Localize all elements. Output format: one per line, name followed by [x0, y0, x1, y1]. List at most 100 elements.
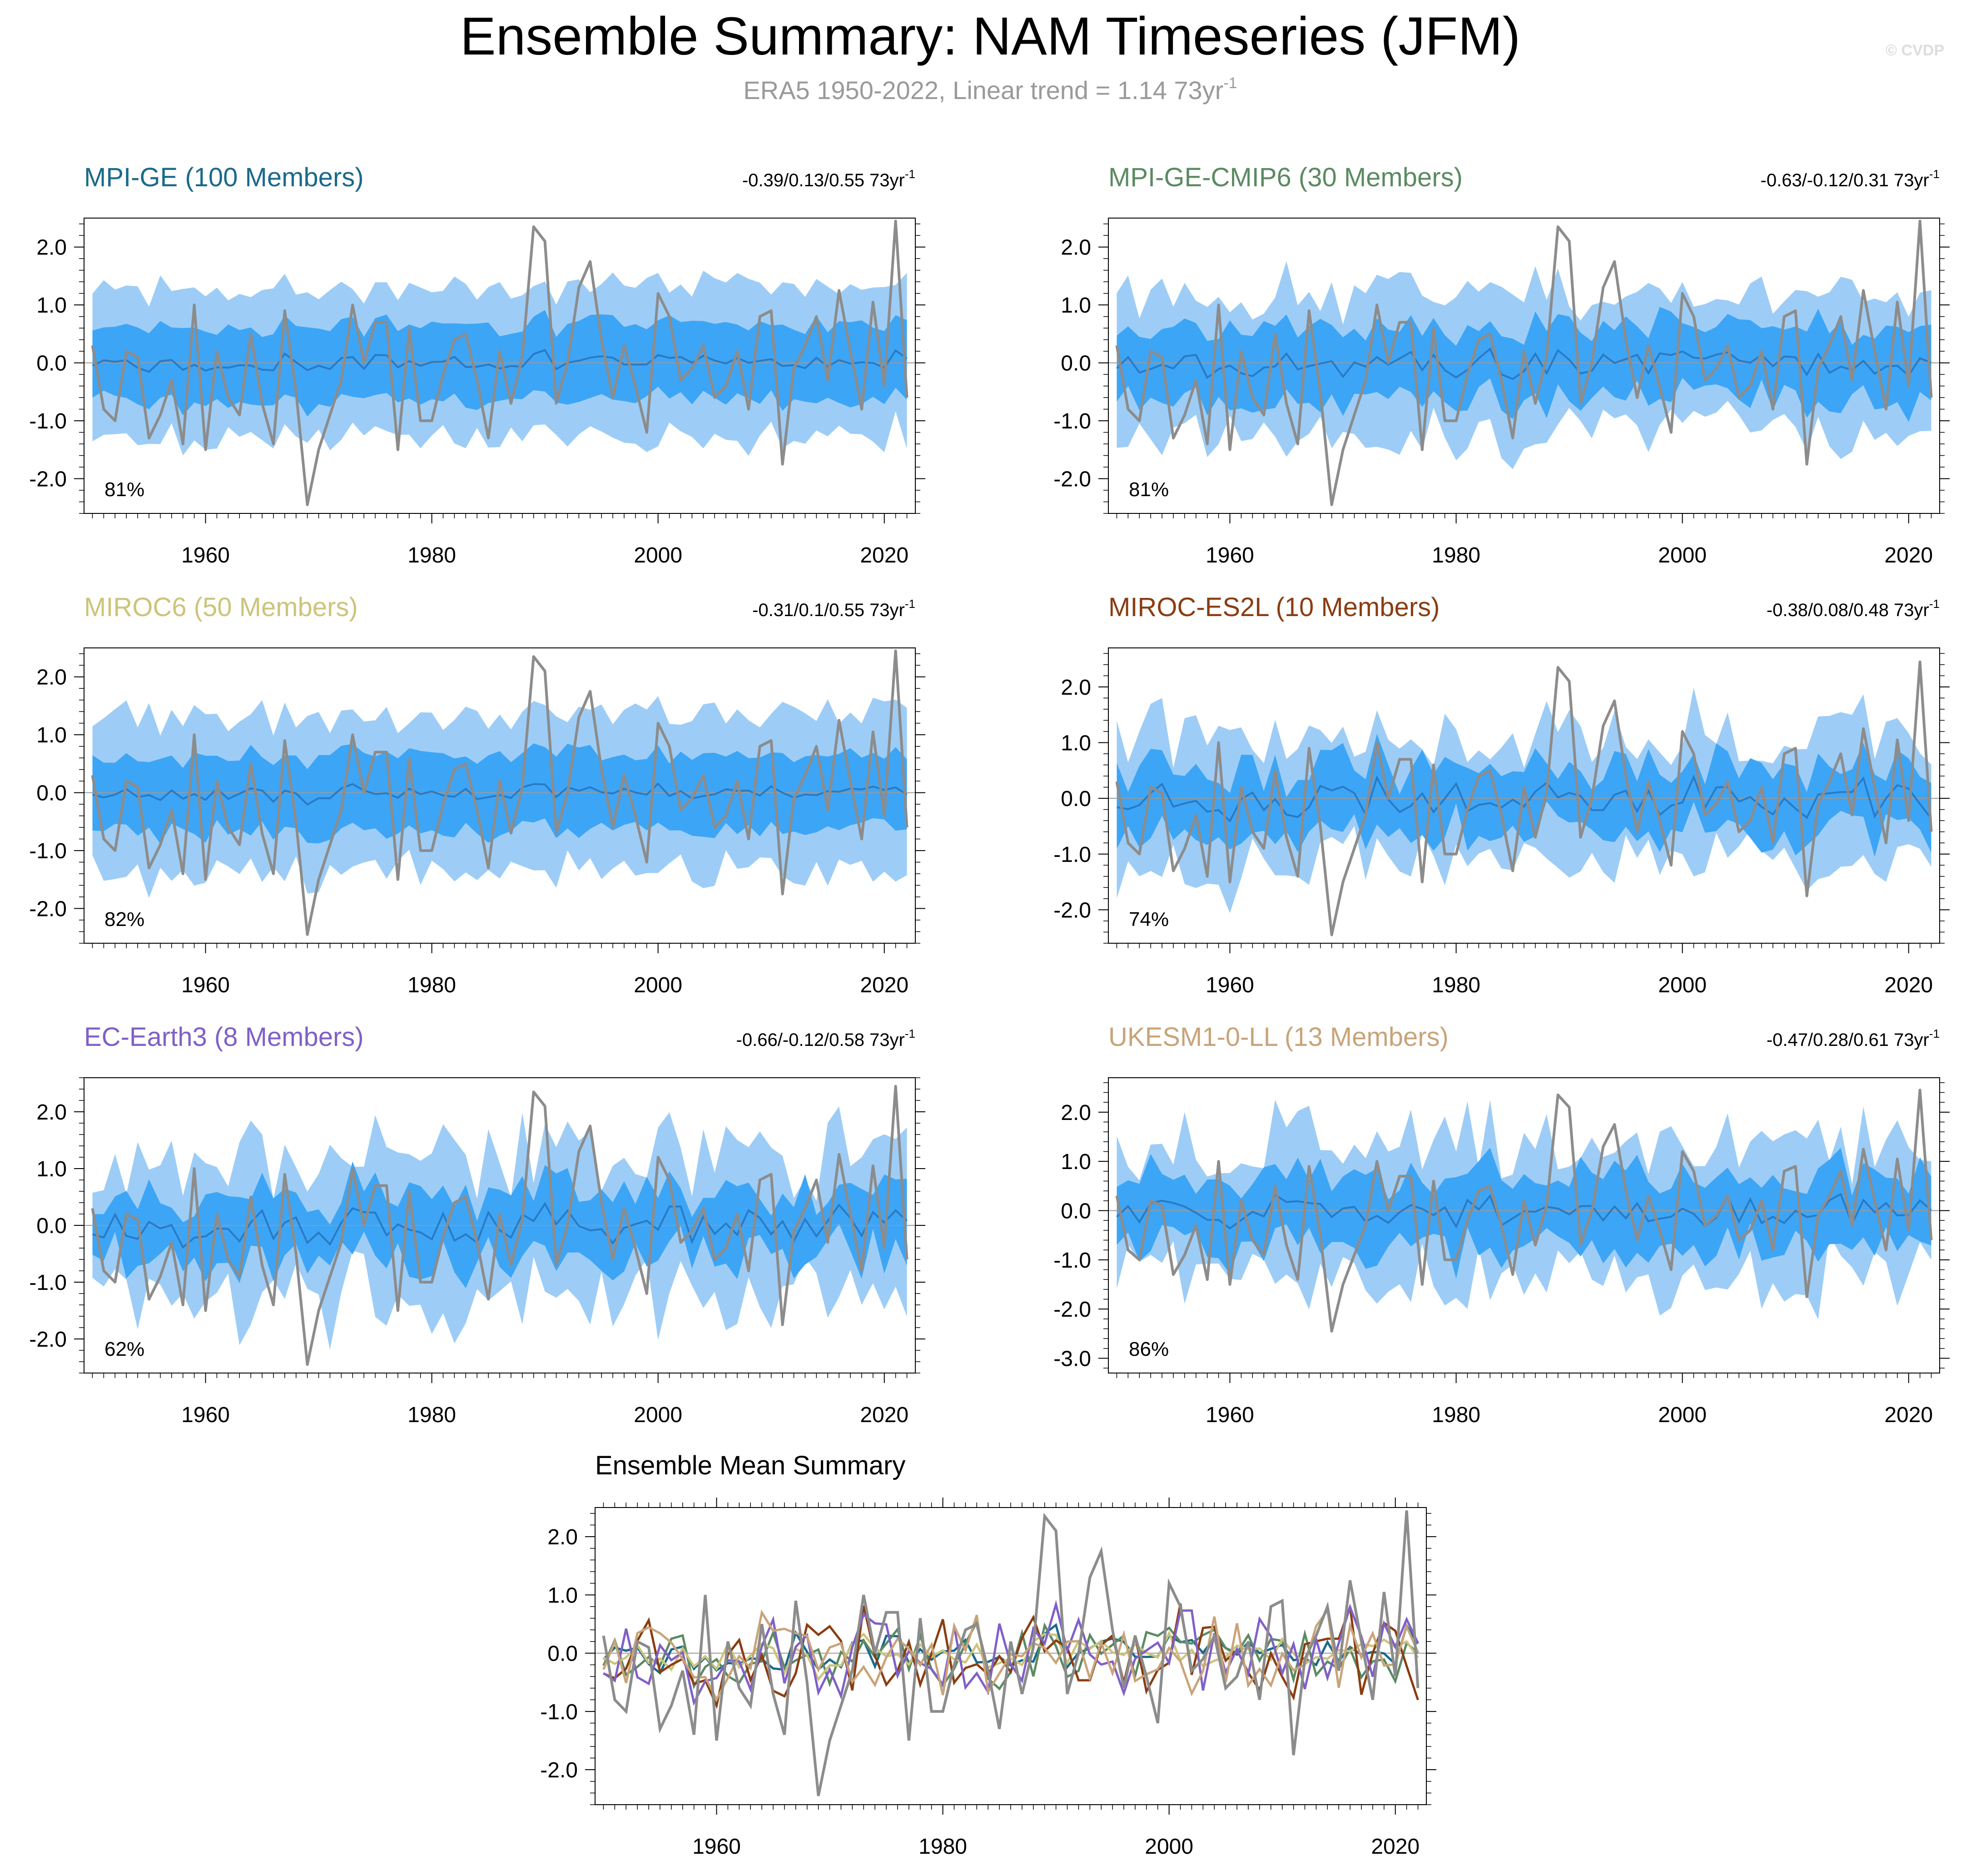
trend-range-sup: -1 [1929, 597, 1940, 611]
panel-5: 2.0 1.0 0.0 -1.0 -2.0 -3.0 1960 1980 2000 2020 UKE… [1053, 1022, 1950, 1427]
ensemble-mean-line [1116, 1193, 1932, 1230]
xtick-label: 2020 [860, 973, 909, 997]
ytick-label: -2.0 [1053, 468, 1091, 492]
watermark: © CVDP [1886, 42, 1944, 59]
xtick-label: 2000 [634, 973, 682, 997]
ytick-label: 0.0 [1061, 352, 1091, 376]
xtick-label: 2020 [1884, 973, 1933, 997]
summary-xtick-label: 1960 [692, 1835, 741, 1859]
ytick-label: 1.0 [36, 723, 67, 747]
xtick-label: 1960 [181, 1403, 230, 1427]
trend-range: -0.63/-0.12/0.31 73yr-1 [1761, 167, 1940, 190]
summary-ytick-label: -2.0 [540, 1758, 578, 1782]
panel-title: MPI-GE (100 Members) [84, 163, 364, 192]
summary-xtick-label: 1980 [918, 1835, 967, 1859]
xtick-label: 1980 [1432, 973, 1480, 997]
summary-mean-line-5 [602, 1607, 1419, 1702]
figure-title: Ensemble Summary: NAM Timeseries (JFM) [460, 6, 1520, 66]
panel-title: MPI-GE-CMIP6 (30 Members) [1108, 163, 1463, 192]
subtitle-sup: -1 [1223, 75, 1237, 92]
trend-range-text: -0.31/0.1/0.55 73yr [752, 600, 905, 620]
ytick-label: 2.0 [1061, 676, 1091, 700]
xtick-label: 2000 [1658, 543, 1707, 567]
observed-line [91, 649, 909, 936]
summary-mean-line-4 [603, 1600, 1419, 1706]
ytick-label: 1.0 [36, 1157, 67, 1181]
panel-0: 2.0 1.0 0.0 -1.0 -2.0 1960 1980 2000 2020 MPI-GE … [29, 163, 925, 567]
trend-range-text: -0.63/-0.12/0.31 73yr [1761, 170, 1929, 190]
ytick-label: -3.0 [1053, 1347, 1091, 1371]
inner-range-band [92, 1161, 907, 1289]
trend-range: -0.31/0.1/0.55 73yr-1 [752, 597, 915, 620]
xtick-label: 2000 [1658, 1403, 1707, 1427]
percent-rank-label: 81% [104, 478, 144, 501]
xtick-label: 2020 [860, 1403, 909, 1427]
ensemble-mean-line [1117, 774, 1932, 823]
ytick-label: 1.0 [1061, 294, 1091, 318]
trend-range: -0.47/0.28/0.61 73yr-1 [1767, 1027, 1940, 1050]
summary-mean-line-3 [603, 1603, 1419, 1709]
ytick-label: -1.0 [29, 409, 67, 433]
trend-range-sup: -1 [905, 167, 915, 181]
observed-line [91, 219, 909, 506]
ytick-label: 2.0 [1061, 1101, 1091, 1125]
ensemble-mean-line [92, 1202, 908, 1249]
summary-title: Ensemble Mean Summary [595, 1451, 905, 1480]
ytick-label: 1.0 [1061, 1150, 1091, 1174]
ytick-label: -1.0 [1053, 1249, 1091, 1273]
summary-mean-line-2 [603, 1630, 1419, 1682]
ytick-label: 0.0 [36, 781, 67, 806]
percent-rank-label: 62% [104, 1338, 144, 1360]
summary-ytick-label: -1.0 [540, 1700, 578, 1724]
xtick-label: 1980 [1432, 543, 1480, 567]
trend-range-text: -0.39/0.13/0.55 73yr [742, 170, 905, 190]
observed-line [91, 1085, 909, 1366]
summary-observed-line [602, 1510, 1420, 1796]
ytick-label: 2.0 [36, 1100, 67, 1125]
ensemble-mean-line [92, 349, 908, 373]
xtick-label: 1960 [1206, 973, 1254, 997]
observed-line [1115, 1089, 1933, 1333]
xtick-label: 1980 [407, 973, 456, 997]
ytick-label: -2.0 [1053, 898, 1091, 922]
percent-rank-label: 86% [1129, 1338, 1169, 1360]
summary-layer: 2.0 1.0 0.0 -1.0 -2.0 1960 1980 2000 2020 Ensembl… [540, 1451, 1436, 1859]
ytick-label: -2.0 [29, 1328, 67, 1352]
panel-title: MIROC-ES2L (10 Members) [1108, 592, 1440, 622]
summary-xtick-label: 2000 [1145, 1835, 1193, 1859]
trend-range-text: -0.38/0.08/0.48 73yr [1767, 600, 1929, 620]
panel-2: 2.0 1.0 0.0 -1.0 -2.0 1960 1980 2000 2020 MIROC6 … [29, 592, 925, 997]
subtitle-text: ERA5 1950-2022, Linear trend = 1.14 73yr [743, 76, 1223, 104]
summary-xtick-label: 2020 [1371, 1835, 1420, 1859]
panel-1: 2.0 1.0 0.0 -1.0 -2.0 1960 1980 2000 2020 MPI-GE-… [1053, 163, 1950, 567]
panel-title: EC-Earth3 (8 Members) [84, 1022, 364, 1052]
xtick-label: 2020 [860, 543, 909, 567]
summary-ytick-label: 1.0 [547, 1583, 578, 1607]
summary-ytick-label: 0.0 [547, 1642, 578, 1666]
ytick-label: 2.0 [36, 236, 67, 260]
ytick-label: 1.0 [36, 294, 67, 318]
panel-4: 2.0 1.0 0.0 -1.0 -2.0 1960 1980 2000 2020 EC-Eart… [29, 1022, 925, 1427]
ytick-label: -2.0 [1053, 1298, 1091, 1322]
ytick-label: 1.0 [1061, 731, 1091, 755]
percent-rank-label: 81% [1129, 478, 1169, 501]
ytick-label: -2.0 [29, 468, 67, 492]
summary-ytick-label: 2.0 [547, 1525, 578, 1549]
ytick-label: 0.0 [1061, 1199, 1091, 1224]
xtick-label: 2000 [634, 1403, 682, 1427]
ytick-label: -1.0 [29, 1271, 67, 1295]
observed-line [1115, 219, 1933, 506]
trend-range-sup: -1 [905, 597, 915, 611]
xtick-label: 2000 [634, 543, 682, 567]
percent-rank-label: 82% [104, 908, 144, 931]
observed-line [1115, 660, 1933, 936]
trend-range-sup: -1 [1929, 1027, 1940, 1040]
ytick-label: 2.0 [36, 666, 67, 690]
xtick-label: 2020 [1884, 1403, 1933, 1427]
xtick-label: 2000 [1658, 973, 1707, 997]
ensemble-mean-line [92, 782, 908, 806]
panels-layer: 2.0 1.0 0.0 -1.0 -2.0 1960 1980 2000 2020 MPI-GE … [29, 163, 1950, 1427]
trend-range-sup: -1 [1929, 167, 1940, 181]
ytick-label: -1.0 [29, 839, 67, 863]
ytick-label: 0.0 [36, 352, 67, 376]
